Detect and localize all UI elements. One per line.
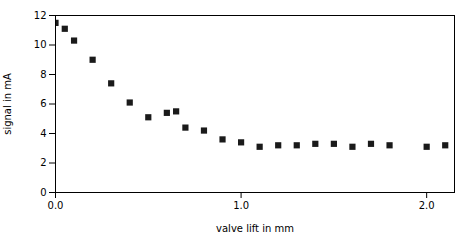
svg-text:10: 10 bbox=[34, 39, 47, 50]
svg-text:0.0: 0.0 bbox=[48, 200, 64, 211]
svg-text:12: 12 bbox=[34, 10, 47, 21]
svg-text:valve lift in mm: valve lift in mm bbox=[216, 223, 294, 234]
svg-text:0: 0 bbox=[40, 187, 46, 198]
svg-text:6: 6 bbox=[40, 98, 46, 109]
svg-text:2.0: 2.0 bbox=[419, 200, 435, 211]
svg-text:2: 2 bbox=[40, 157, 46, 168]
svg-text:1.0: 1.0 bbox=[233, 200, 249, 211]
svg-text:8: 8 bbox=[40, 69, 46, 80]
svg-text:signal in mA: signal in mA bbox=[2, 73, 13, 135]
svg-text:4: 4 bbox=[40, 128, 46, 139]
